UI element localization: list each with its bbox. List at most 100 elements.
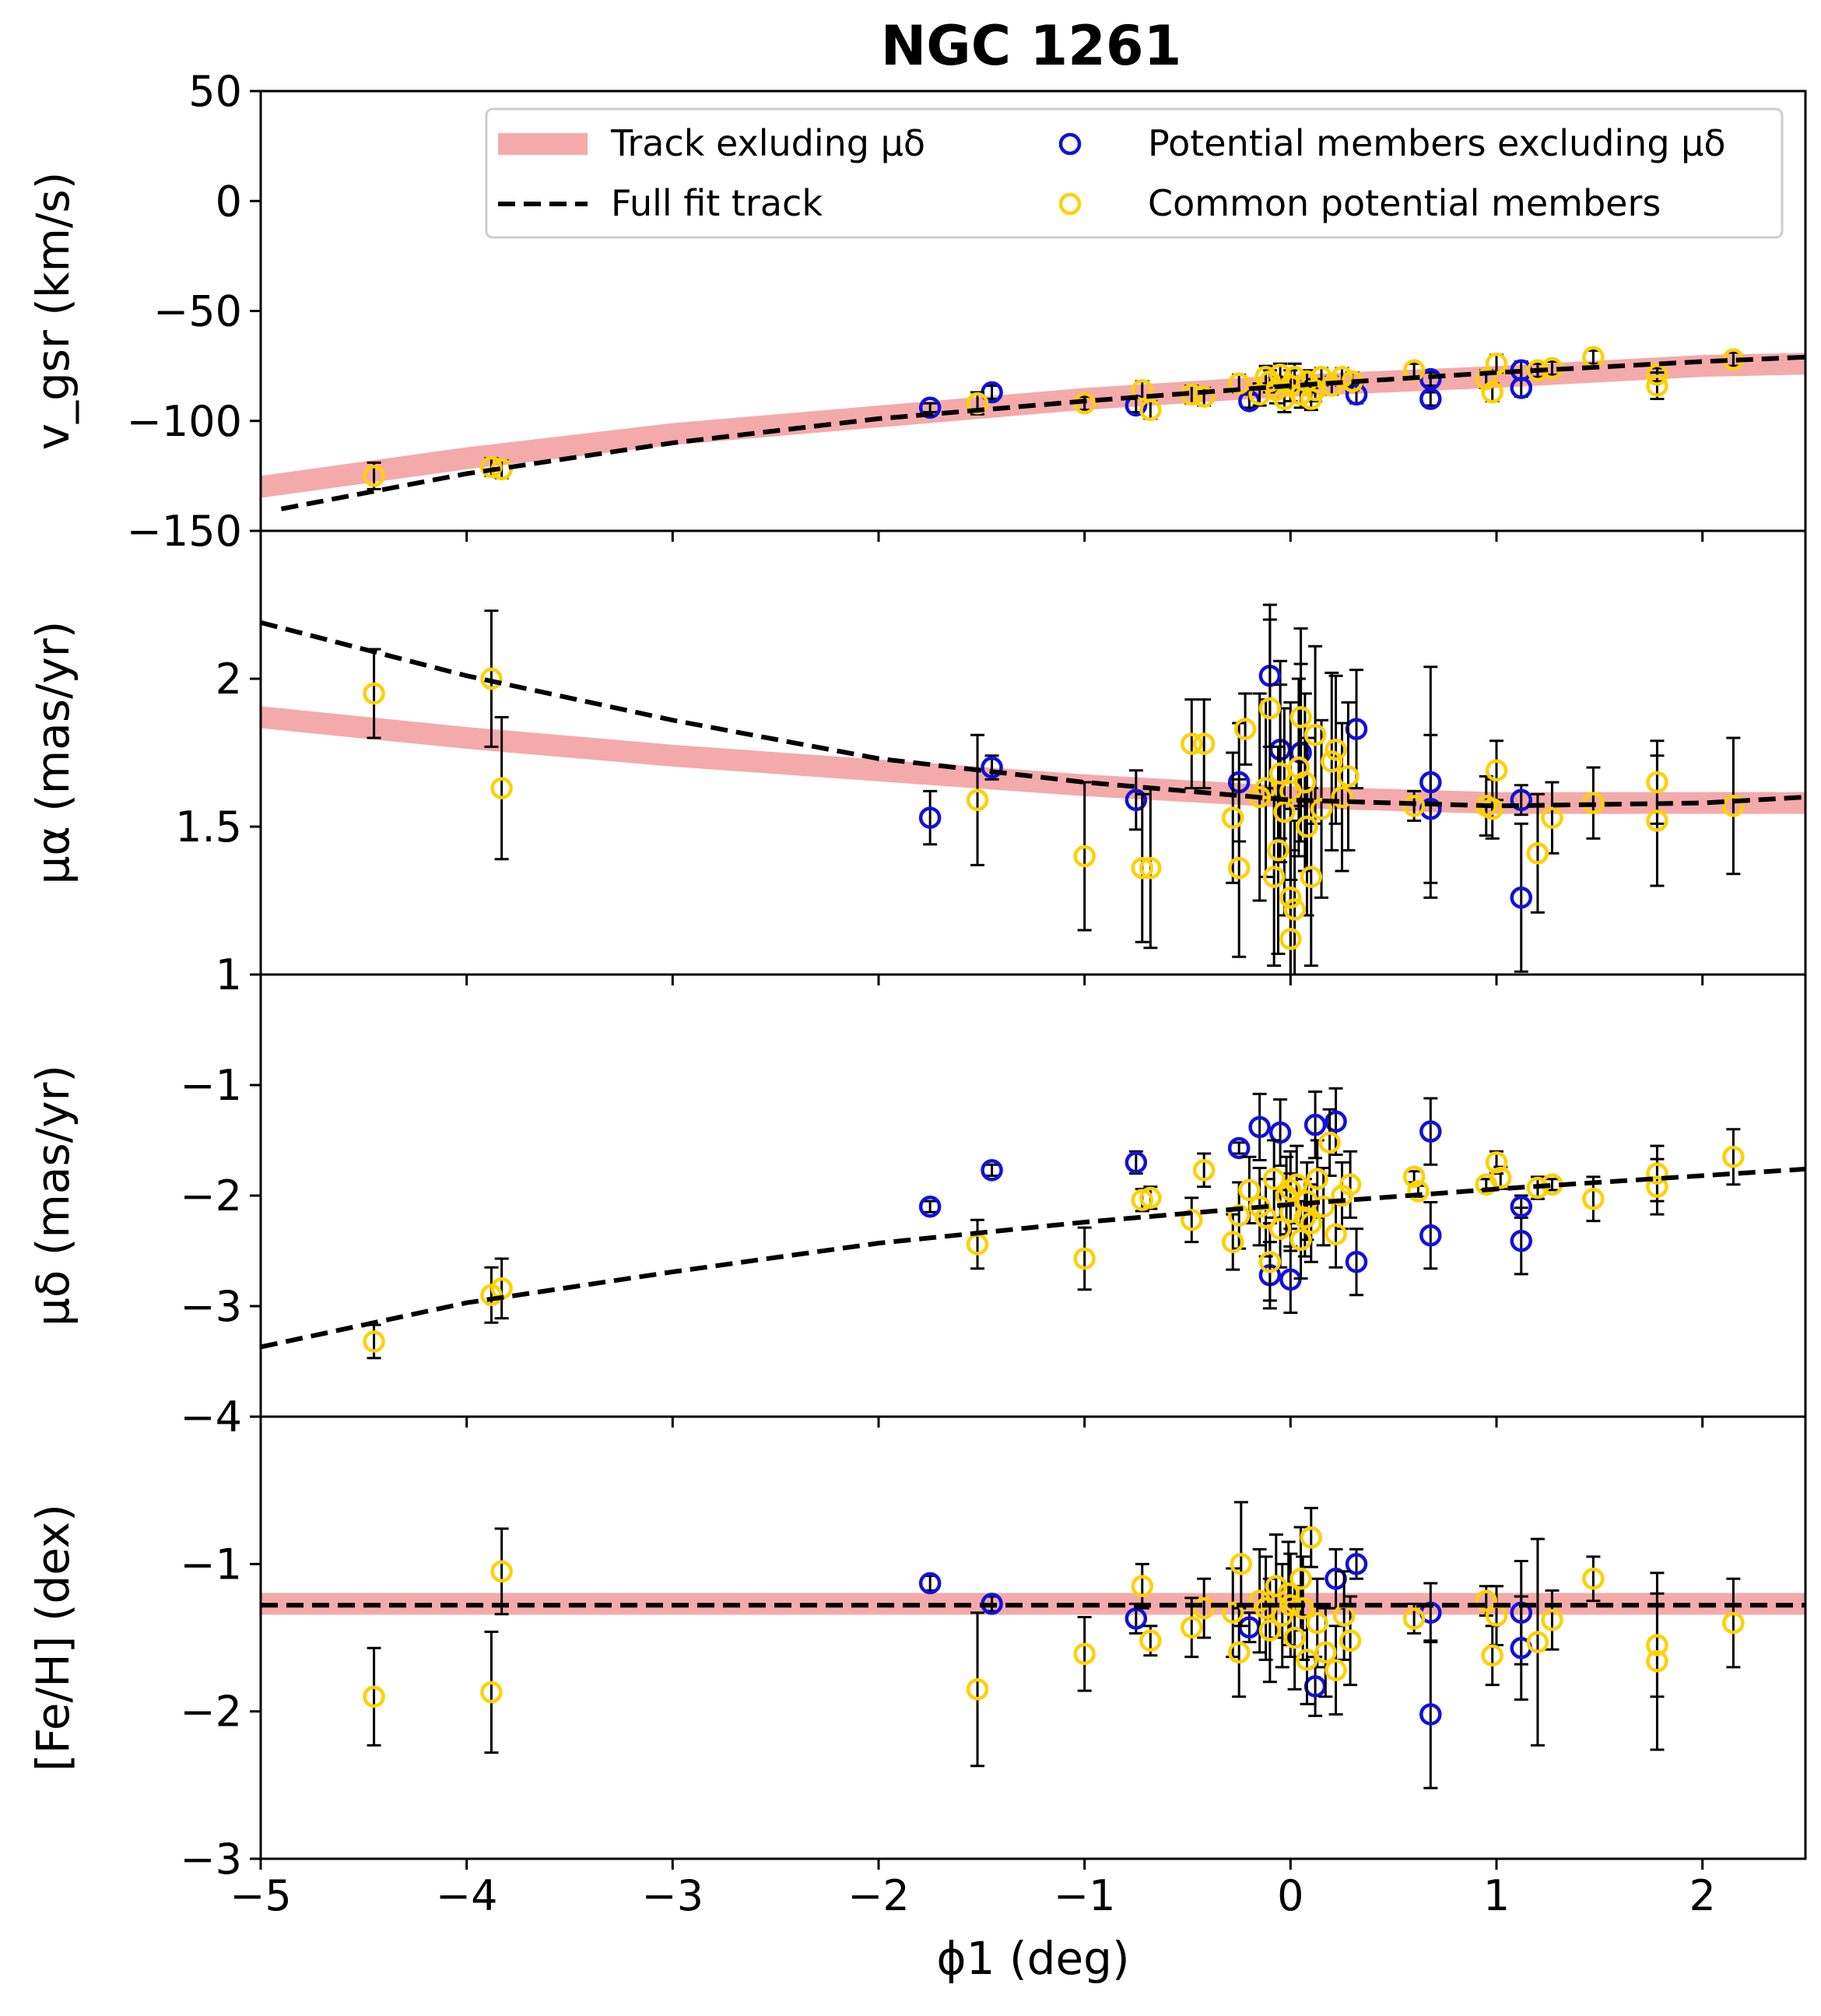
common-member-point <box>1325 1223 1347 1245</box>
blue-member-point <box>1345 383 1368 406</box>
common-member-point <box>1279 780 1302 803</box>
legend-label: Potential members excluding μδ <box>1148 122 1726 164</box>
x-tick-label: −5 <box>230 1871 292 1920</box>
common-member-point <box>1582 1568 1605 1590</box>
common-member-point <box>363 1330 385 1353</box>
common-member-point <box>1646 1175 1668 1198</box>
common-member-point <box>1722 1146 1745 1168</box>
common-member-point <box>1227 1641 1251 1664</box>
blue-member-point <box>1325 1110 1347 1133</box>
common-member-point <box>1646 1650 1668 1673</box>
common-member-point <box>1489 1167 1512 1189</box>
blue-member-point <box>1268 1121 1292 1144</box>
y-tick-label: −2 <box>180 1171 242 1220</box>
common-member-point <box>1646 1162 1668 1185</box>
common-member-point <box>1300 388 1323 410</box>
x-tick-label: 1 <box>1483 1871 1510 1920</box>
common-member-point <box>1262 866 1286 888</box>
common-member-point <box>1485 759 1508 782</box>
common-member-point <box>1073 1642 1096 1666</box>
common-member-point <box>1233 718 1257 740</box>
y-axis-label: v_gsr (km/s) <box>26 172 79 451</box>
common-member-point <box>480 1681 503 1704</box>
common-member-point <box>1268 364 1292 386</box>
common-member-point <box>1131 1575 1154 1597</box>
common-member-point <box>1181 1616 1203 1638</box>
common-member-point <box>1073 845 1096 868</box>
common-member-point <box>1321 750 1343 773</box>
common-member-point <box>1267 839 1289 862</box>
common-member-point <box>1289 1228 1312 1252</box>
common-member-point <box>1192 732 1216 755</box>
common-member-point <box>1300 1526 1323 1549</box>
x-tick-label: −4 <box>436 1871 498 1920</box>
common-member-point <box>1337 765 1360 788</box>
common-member-point <box>1221 1231 1244 1253</box>
blue-member-point <box>1510 788 1533 812</box>
y-tick-label: −3 <box>180 1282 242 1331</box>
common-member-point <box>1279 928 1302 950</box>
y-axis-label: μα (mas/yr) <box>26 621 79 885</box>
common-member-point <box>1306 1168 1328 1190</box>
x-axis-label: ϕ1 (deg) <box>936 1932 1129 1985</box>
chart-title: NGC 1261 <box>880 14 1182 78</box>
y-tick-label: −3 <box>180 1835 242 1884</box>
common-member-point <box>1296 1649 1318 1671</box>
plot-area-feh <box>261 1501 1805 1789</box>
common-member-point <box>1268 762 1292 785</box>
common-member-point <box>1293 1206 1317 1229</box>
common-member-point <box>1258 1250 1282 1273</box>
x-tick-label: −2 <box>847 1871 910 1920</box>
common-member-point <box>1139 856 1162 880</box>
common-member-point <box>480 455 503 479</box>
common-member-point <box>1318 1131 1341 1154</box>
blue-member-point <box>1345 1553 1368 1575</box>
common-member-point <box>1139 1186 1162 1210</box>
common-member-point <box>1310 797 1333 820</box>
blue-member-point <box>1419 1224 1442 1247</box>
common-member-point <box>1227 372 1251 395</box>
y-tick-label: −100 <box>127 397 242 446</box>
common-member-point <box>1181 1208 1203 1231</box>
common-member-point <box>1722 795 1745 817</box>
legend-label: Full fit track <box>611 182 823 224</box>
common-member-point <box>1296 815 1318 838</box>
common-member-point <box>1131 378 1154 402</box>
blue-member-point <box>1419 1120 1442 1143</box>
common-member-point <box>1331 366 1353 388</box>
common-member-point <box>1402 1165 1426 1189</box>
common-member-point <box>1139 1629 1162 1652</box>
common-member-point <box>1279 1178 1302 1202</box>
axes-frame <box>259 973 1807 1418</box>
panel-feh: −1 −2 −3 [Fe/H] (dex) <box>26 1415 1807 1884</box>
y-tick-label: 50 <box>188 67 242 116</box>
common-member-point <box>1646 1634 1668 1656</box>
common-member-point <box>1325 738 1347 761</box>
common-member-point <box>1192 1596 1216 1620</box>
common-member-point <box>1485 1151 1508 1174</box>
common-member-point <box>363 1685 385 1708</box>
common-member-point <box>1258 1619 1282 1642</box>
common-member-point <box>363 465 385 487</box>
x-tick-label: 2 <box>1689 1871 1715 1920</box>
common-member-point <box>1541 1609 1563 1631</box>
y-tick-label: 1.5 <box>175 803 242 852</box>
common-member-point <box>1481 381 1503 404</box>
common-member-point <box>1279 886 1302 909</box>
common-member-point <box>1526 1631 1549 1653</box>
axes-frame <box>259 1415 1807 1860</box>
common-member-point <box>1312 1195 1335 1218</box>
common-member-point <box>1227 1204 1251 1227</box>
common-member-point <box>1268 1217 1292 1240</box>
common-member-point <box>1646 364 1668 386</box>
common-member-point <box>1273 800 1296 824</box>
common-member-point <box>1646 810 1668 832</box>
y-axis-label: μδ (mas/yr) <box>26 1065 79 1326</box>
common-member-point <box>1238 1178 1261 1202</box>
common-member-point <box>1139 399 1162 421</box>
common-member-point <box>1300 866 1323 888</box>
common-member-point <box>1339 1629 1362 1652</box>
y-tick-label: −50 <box>153 287 242 336</box>
y-tick-label: 2 <box>216 655 242 704</box>
